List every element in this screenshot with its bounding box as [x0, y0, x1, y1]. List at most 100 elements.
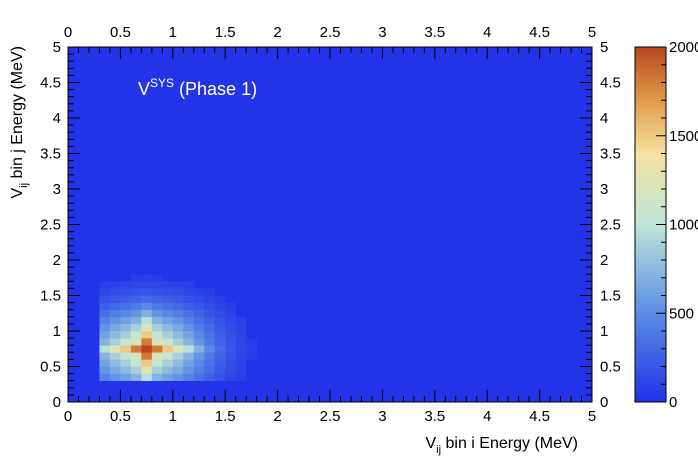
heatmap-cell — [246, 352, 257, 360]
heatmap-cell — [99, 323, 111, 332]
heatmap-cell — [193, 366, 205, 374]
heatmap-cell — [204, 345, 216, 353]
heatmap-cell — [183, 302, 195, 310]
heatmap-cell — [183, 352, 195, 360]
heatmap-cell — [151, 281, 163, 289]
heatmap-cell — [151, 359, 163, 367]
x-tick-label-top: 3.5 — [424, 24, 445, 41]
heatmap-cell — [235, 352, 247, 360]
heatmap-cell — [151, 338, 163, 346]
heatmap-cell — [235, 331, 247, 339]
heatmap-cell — [130, 295, 142, 303]
heatmap-cell — [172, 359, 184, 367]
heatmap-cell — [141, 338, 153, 346]
heatmap-cell — [130, 323, 142, 332]
y-axis-title: Vij bin j Energy (MeV) — [9, 46, 30, 199]
heatmap-cell — [214, 338, 226, 346]
heatmap-cell — [204, 366, 216, 374]
heatmap-cell — [99, 373, 111, 381]
heatmap-cell — [120, 352, 132, 360]
heatmap-cell — [130, 274, 142, 282]
heatmap-cell — [120, 295, 132, 303]
heatmap-cell — [172, 331, 184, 339]
heatmap-cell — [183, 366, 195, 374]
heatmap-cell — [109, 373, 121, 381]
heatmap-cell — [162, 345, 174, 353]
heatmap-cell — [130, 309, 142, 318]
x-tick-label: 3.5 — [424, 408, 445, 425]
heatmap-cell — [162, 281, 174, 289]
heatmap-cell — [151, 323, 163, 332]
x-tick-label: 0 — [64, 408, 72, 425]
heatmap-cell — [162, 338, 174, 346]
x-tick-label-top: 4.5 — [529, 24, 550, 41]
heatmap-cell — [99, 359, 111, 367]
heatmap-cell — [225, 359, 236, 367]
heatmap-cell — [214, 323, 226, 332]
heatmap-cell — [109, 345, 121, 353]
heatmap-cell — [214, 316, 226, 325]
heatmap-cell — [172, 323, 184, 332]
heatmap-cell — [130, 302, 142, 310]
x-tick-label: 2.5 — [320, 408, 341, 425]
heatmap-cell — [120, 281, 132, 289]
heatmap-cell — [151, 288, 163, 296]
heatmap-cell — [162, 331, 174, 339]
heatmap-cell — [193, 345, 205, 353]
heatmap-cell — [225, 323, 236, 332]
heatmap-cell — [130, 338, 142, 346]
heatmap-cell — [130, 281, 142, 289]
x-tick-label: 2 — [273, 408, 281, 425]
heatmap-cell — [183, 281, 195, 289]
heatmap-cell — [162, 309, 174, 318]
heatmap-cell — [162, 366, 174, 374]
heatmap-cell — [141, 373, 153, 381]
y-tick-label: 2 — [53, 252, 61, 269]
y-tick-label: 0 — [53, 394, 61, 411]
heatmap-cell — [109, 331, 121, 339]
x-tick-label: 4.5 — [529, 408, 550, 425]
heatmap-cell — [225, 373, 236, 381]
heatmap-cell — [183, 338, 195, 346]
plot-annotation: VSYS (Phase 1) — [138, 76, 257, 99]
x-tick-label: 0.5 — [110, 408, 131, 425]
heatmap-cell — [172, 281, 184, 289]
y-tick-label-right: 4 — [600, 110, 608, 127]
heatmap-cell — [109, 295, 121, 303]
heatmap-cell — [99, 288, 111, 296]
heatmap-cell — [130, 359, 142, 367]
heatmap-cell — [172, 295, 184, 303]
x-tick-label: 4 — [483, 408, 491, 425]
heatmap-cell — [246, 345, 257, 353]
x-axis-title: Vij bin i Energy (MeV) — [426, 435, 579, 456]
heatmap-cell — [204, 338, 216, 346]
colorbar-tick-label: 500 — [669, 305, 694, 322]
x-tick-label: 1.5 — [215, 408, 236, 425]
heatmap-cell — [225, 345, 236, 353]
heatmap-cell — [235, 323, 247, 332]
y-tick-label-right: 3.5 — [600, 146, 621, 163]
y-tick-label-right: 0.5 — [600, 359, 621, 376]
heatmap-cell — [193, 309, 205, 318]
heatmap-cell — [204, 373, 216, 381]
heatmap-cell — [193, 359, 205, 367]
heatmap-cell — [235, 338, 247, 346]
heatmap-cell — [130, 373, 142, 381]
heatmap-cell — [151, 295, 163, 303]
heatmap-cell — [99, 316, 111, 325]
heatmap-cell — [130, 331, 142, 339]
y-tick-label: 0.5 — [40, 359, 61, 376]
x-tick-label-top: 5 — [588, 24, 596, 41]
heatmap-cell — [99, 331, 111, 339]
heatmap-cell — [151, 373, 163, 381]
heatmap-cell — [193, 316, 205, 325]
x-tick-label-top: 1.5 — [215, 24, 236, 41]
heatmap-cell — [225, 338, 236, 346]
x-tick-label: 5 — [588, 408, 596, 425]
heatmap-cell — [141, 274, 153, 282]
colorbar-tick-label: 1500 — [669, 128, 698, 145]
heatmap-cell — [204, 359, 216, 367]
heatmap-cell — [151, 352, 163, 360]
heatmap-cell — [214, 331, 226, 339]
y-tick-label: 3.5 — [40, 146, 61, 163]
